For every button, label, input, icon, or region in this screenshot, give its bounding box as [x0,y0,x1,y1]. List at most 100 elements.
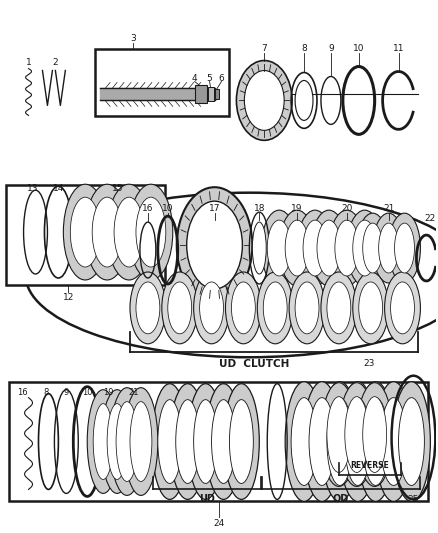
Text: 21: 21 [383,204,394,213]
Text: 17: 17 [209,204,220,213]
Bar [215,90,219,100]
FancyBboxPatch shape [6,185,165,285]
Ellipse shape [285,382,323,502]
Bar [194,85,207,103]
Ellipse shape [187,384,223,499]
Ellipse shape [347,210,383,286]
Text: 16: 16 [17,388,28,397]
Ellipse shape [339,383,374,487]
Text: 12: 12 [63,294,74,302]
Ellipse shape [110,387,144,495]
Ellipse shape [200,282,223,334]
Ellipse shape [261,210,297,286]
Ellipse shape [335,220,359,276]
Ellipse shape [381,398,406,486]
Ellipse shape [329,210,365,286]
Ellipse shape [357,213,389,283]
Ellipse shape [177,187,252,303]
Ellipse shape [373,213,405,283]
Ellipse shape [321,382,359,502]
Text: 23: 23 [363,359,374,368]
Text: 1: 1 [26,58,32,67]
Ellipse shape [267,220,291,276]
Text: 5: 5 [207,74,212,83]
Ellipse shape [345,398,371,486]
Ellipse shape [114,197,144,267]
Text: 10: 10 [162,204,173,213]
Text: 8: 8 [301,44,307,53]
Text: 13: 13 [27,184,38,193]
Ellipse shape [357,383,392,487]
Text: 19: 19 [103,388,113,397]
Ellipse shape [395,223,414,273]
Ellipse shape [263,282,287,334]
Ellipse shape [92,197,122,267]
Text: 4: 4 [192,74,198,83]
Text: 24: 24 [213,519,224,528]
Text: 19: 19 [291,204,303,213]
Text: 9: 9 [328,44,334,53]
Ellipse shape [129,184,173,280]
Ellipse shape [107,403,127,480]
Ellipse shape [357,382,395,502]
Ellipse shape [345,397,369,472]
FancyBboxPatch shape [9,382,428,502]
Text: REVERSE: REVERSE [350,461,389,470]
Ellipse shape [87,390,119,494]
Ellipse shape [378,223,399,273]
Ellipse shape [257,272,293,344]
Ellipse shape [399,398,424,486]
Ellipse shape [295,282,319,334]
Ellipse shape [231,282,255,334]
Text: OD: OD [333,495,349,504]
Text: 10: 10 [82,388,92,397]
Ellipse shape [93,403,113,480]
Ellipse shape [101,390,133,494]
Text: 2: 2 [53,58,58,67]
Ellipse shape [162,272,198,344]
Ellipse shape [130,402,152,481]
Bar [208,87,214,101]
Ellipse shape [321,383,357,487]
Ellipse shape [353,220,377,276]
Ellipse shape [244,70,284,131]
Ellipse shape [311,210,347,286]
Ellipse shape [317,220,341,276]
Text: 22: 22 [425,214,436,223]
Text: 6: 6 [219,74,224,83]
Ellipse shape [391,282,414,334]
Text: UD: UD [199,495,215,504]
FancyBboxPatch shape [95,49,230,116]
Ellipse shape [85,184,129,280]
Text: 18: 18 [254,204,265,213]
Ellipse shape [176,400,200,483]
Text: 7: 7 [261,44,267,53]
Ellipse shape [130,272,166,344]
Ellipse shape [363,223,383,273]
Ellipse shape [285,220,309,276]
Text: 9: 9 [64,388,69,397]
Text: 25: 25 [408,495,419,504]
Text: 8: 8 [44,388,49,397]
Ellipse shape [71,197,100,267]
Ellipse shape [291,398,317,486]
Ellipse shape [152,384,187,499]
Text: 11: 11 [393,44,404,53]
Ellipse shape [295,80,313,120]
Text: 21: 21 [129,388,139,397]
Ellipse shape [194,400,218,483]
Text: 16: 16 [142,204,154,213]
Ellipse shape [303,220,327,276]
Ellipse shape [107,184,151,280]
Ellipse shape [353,272,389,344]
Text: UD  CLUTCH: UD CLUTCH [219,359,290,369]
Text: 10: 10 [353,44,364,53]
Ellipse shape [205,384,241,499]
Ellipse shape [124,387,158,495]
Ellipse shape [327,397,351,472]
Ellipse shape [116,402,138,481]
Ellipse shape [363,398,389,486]
Ellipse shape [212,400,235,483]
Ellipse shape [237,61,292,140]
Ellipse shape [223,384,259,499]
